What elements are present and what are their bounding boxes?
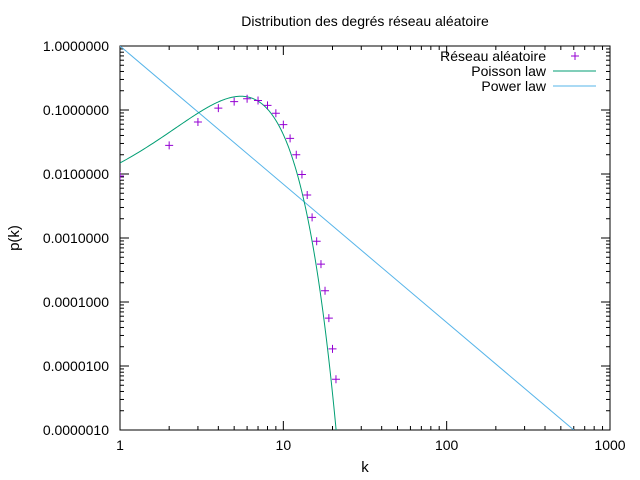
series-layer: [120, 46, 575, 430]
y-tick-label: 1.0000000: [43, 38, 109, 54]
data-point: [324, 314, 333, 323]
data-point: [279, 120, 288, 129]
y-tick-label: 0.0010000: [43, 230, 109, 246]
data-point: [286, 134, 295, 143]
data-point: [292, 150, 301, 159]
y-tick-label: 0.0001000: [43, 294, 109, 310]
y-tick-label: 0.1000000: [43, 102, 109, 118]
y-tick-label: 0.0100000: [43, 166, 109, 182]
x-axis-label: k: [361, 459, 369, 476]
ticks-layer: 1 10 100 1000 1.0000000 0.1000000 0.0100000 0.0…: [43, 38, 626, 453]
data-point: [303, 190, 312, 199]
legend-label: Power law: [481, 78, 546, 94]
data-point: [214, 104, 223, 113]
data-point: [316, 260, 325, 269]
y-tick-label: 0.0000100: [43, 358, 109, 374]
plot-frame: [119, 45, 611, 431]
data-point: [297, 170, 306, 179]
y-tick-label: 0.0000010: [43, 422, 109, 438]
data-point: [263, 101, 272, 110]
data-point: [254, 96, 263, 105]
chart-title: Distribution des degrés réseau aléatoire: [241, 13, 489, 29]
legend-marker: [571, 52, 579, 60]
data-point: [312, 237, 321, 246]
y-axis-label: p(k): [6, 225, 23, 251]
data-point: [308, 213, 317, 222]
legend-label: Réseau aléatoire: [440, 48, 546, 64]
data-point: [328, 344, 337, 353]
data-point: [230, 97, 239, 106]
data-point: [193, 117, 202, 126]
x-tick-label: 10: [276, 437, 292, 453]
legend-label: Poisson law: [471, 63, 547, 79]
data-point: [271, 109, 280, 118]
data-point: [165, 141, 174, 150]
data-point: [243, 94, 252, 103]
data-point: [321, 286, 330, 295]
poisson-law-line: [120, 95, 337, 430]
power-law-line: [120, 46, 575, 430]
x-tick-label: 1000: [594, 437, 625, 453]
x-tick-label: 100: [435, 437, 459, 453]
x-tick-label: 1: [116, 437, 124, 453]
data-point: [331, 375, 340, 384]
data-point: [120, 172, 124, 181]
